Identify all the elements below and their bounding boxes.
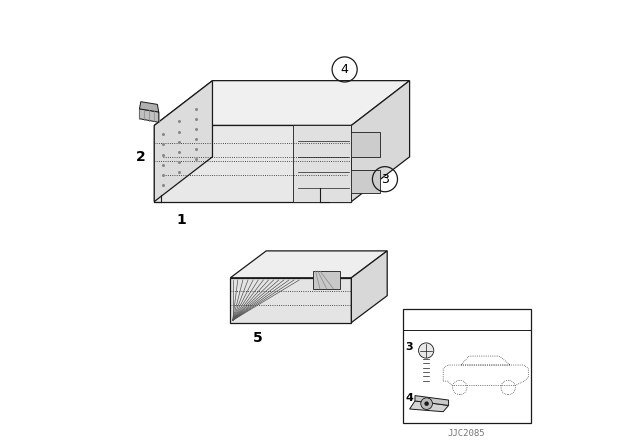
Text: 2: 2: [136, 150, 146, 164]
Polygon shape: [140, 102, 159, 112]
Text: 5: 5: [252, 331, 262, 345]
Bar: [403, 309, 531, 423]
Polygon shape: [154, 81, 212, 202]
Polygon shape: [140, 109, 159, 122]
Circle shape: [424, 401, 429, 406]
Polygon shape: [230, 251, 387, 278]
Polygon shape: [230, 278, 351, 323]
Text: 1: 1: [176, 212, 186, 227]
Circle shape: [419, 343, 434, 358]
Text: 4: 4: [405, 393, 413, 403]
Polygon shape: [410, 401, 449, 412]
Polygon shape: [351, 251, 387, 323]
Polygon shape: [349, 170, 380, 193]
Polygon shape: [349, 132, 380, 157]
Text: 3: 3: [381, 172, 389, 186]
Text: 3: 3: [405, 342, 413, 352]
Circle shape: [421, 398, 433, 409]
Polygon shape: [154, 81, 410, 125]
Text: 4: 4: [340, 63, 349, 76]
Polygon shape: [351, 81, 410, 202]
Text: JJC2085: JJC2085: [448, 429, 486, 438]
Polygon shape: [154, 125, 351, 202]
Polygon shape: [314, 271, 340, 289]
Polygon shape: [415, 396, 449, 405]
Polygon shape: [293, 125, 351, 202]
